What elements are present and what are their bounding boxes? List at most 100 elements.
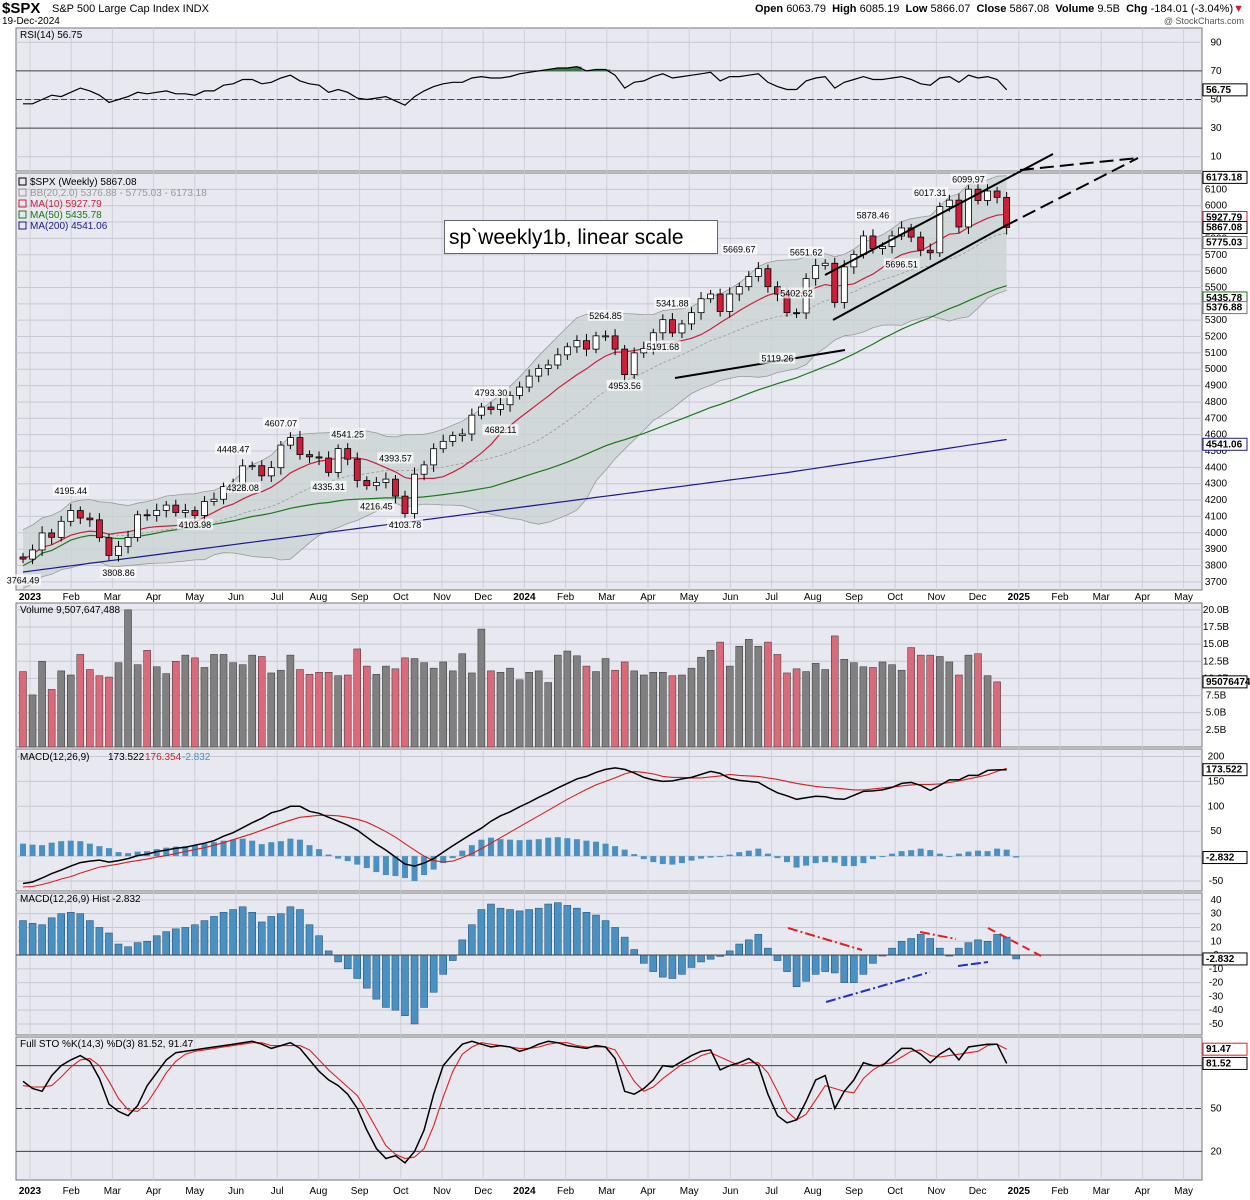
hist-bar bbox=[286, 906, 295, 956]
volume-bar-up bbox=[811, 663, 820, 748]
candle-up bbox=[267, 467, 275, 477]
price-label: 4607.07 bbox=[265, 418, 298, 428]
price-label-bg bbox=[52, 484, 89, 496]
candle-up bbox=[124, 537, 132, 547]
rsi-overbought-fill bbox=[591, 69, 601, 71]
hist-bar bbox=[601, 920, 610, 956]
candle-down bbox=[993, 190, 1001, 198]
macd-histogram-bar bbox=[306, 845, 313, 857]
x-axis-label: Apr bbox=[640, 592, 656, 603]
y-tick-label: 50 bbox=[1210, 826, 1222, 837]
hist-bar bbox=[649, 954, 658, 972]
candle-down bbox=[191, 510, 199, 516]
bottom-x-axis-label: Aug bbox=[310, 1186, 328, 1197]
x-axis-label: Mar bbox=[598, 592, 616, 603]
bottom-x-axis-label: Mar bbox=[598, 1186, 616, 1197]
volume-bar-up bbox=[210, 654, 218, 748]
volume-bar-up bbox=[219, 654, 228, 748]
macd-histogram-bar bbox=[382, 856, 389, 876]
watermark: @ StockCharts.com bbox=[1163, 16, 1244, 26]
candle-up bbox=[535, 368, 543, 377]
rsi-overbought-fill bbox=[553, 68, 563, 71]
hist-bar bbox=[582, 912, 591, 956]
x-axis-label: Aug bbox=[804, 592, 822, 603]
macd-histogram-bar bbox=[879, 856, 886, 858]
hist-bar bbox=[105, 932, 113, 956]
volume-bar-up bbox=[983, 675, 992, 748]
macd-histogram-bar bbox=[554, 837, 561, 857]
hist-bar bbox=[181, 927, 190, 956]
bottom-x-axis-label: Dec bbox=[969, 1186, 987, 1197]
rsi-value-tag-box bbox=[1202, 83, 1248, 97]
bottom-x-axis-label: Sep bbox=[351, 1186, 369, 1197]
candle-up bbox=[239, 465, 247, 485]
candle-down bbox=[315, 456, 323, 459]
y-tick-label: 5500 bbox=[1205, 282, 1228, 293]
volume-bar-down bbox=[343, 674, 352, 748]
price-label-bg bbox=[262, 417, 299, 429]
candle-up bbox=[372, 481, 380, 487]
macd-histogram-bar bbox=[125, 853, 132, 857]
price-value-tag: 5775.03 bbox=[1206, 237, 1243, 248]
y-tick-label: 150 bbox=[1208, 776, 1225, 787]
hist-bar bbox=[28, 923, 37, 956]
volume-bar-down bbox=[401, 657, 409, 748]
hist-bar bbox=[382, 954, 390, 1008]
bottom-x-axis-label: Feb bbox=[63, 1186, 81, 1197]
price-legend-item: BB(20,2.0) 5376.88 - 5775.03 - 6173.18 bbox=[30, 188, 207, 199]
macd-histogram-bar bbox=[984, 851, 991, 857]
candle-up bbox=[592, 335, 600, 350]
hist-bar bbox=[429, 954, 438, 993]
macd-histogram-bar bbox=[115, 852, 122, 857]
price-label-bg bbox=[778, 287, 815, 299]
hist-bar bbox=[19, 920, 27, 956]
candle-up bbox=[382, 478, 390, 483]
y-tick-label: -20 bbox=[1209, 978, 1224, 989]
volume-bar-up bbox=[114, 662, 123, 748]
volume-bar-down bbox=[353, 648, 361, 748]
volume-bar-up bbox=[152, 666, 161, 748]
price-legend-item: MA(10) 5927.79 bbox=[30, 199, 102, 210]
volume-bar-down bbox=[324, 672, 333, 748]
volume-bar-down bbox=[907, 647, 915, 748]
price-label-bg bbox=[387, 518, 423, 530]
macd-histogram-bar bbox=[296, 839, 303, 857]
volume-bar-down bbox=[869, 667, 877, 748]
macd-histogram-bar bbox=[105, 848, 112, 857]
volume-bar-up bbox=[697, 656, 705, 748]
price-label: 6017.31 bbox=[914, 188, 947, 198]
hist-bar bbox=[811, 954, 820, 975]
y-tick-label: 15.0B bbox=[1203, 639, 1229, 650]
volume-value-tag: 9507647488 bbox=[1206, 677, 1250, 688]
candle-up bbox=[67, 510, 75, 522]
hist-bar bbox=[238, 906, 247, 956]
macd-histogram-bar bbox=[564, 838, 571, 857]
volume-bar-down bbox=[620, 661, 629, 748]
sto-d-tag: 91.47 bbox=[1206, 1044, 1231, 1055]
macd-histogram-bar bbox=[994, 848, 1001, 857]
close-value: 5867.08 bbox=[1009, 3, 1050, 15]
volume-bar-down bbox=[792, 668, 801, 748]
macd-histogram-bar bbox=[736, 852, 743, 857]
x-axis-label: 2025 bbox=[1008, 592, 1031, 603]
macd-histogram-bar bbox=[803, 856, 810, 866]
hist-bar bbox=[258, 921, 266, 956]
macd-histogram-bar bbox=[325, 854, 332, 857]
y-tick-label: 3800 bbox=[1205, 560, 1228, 571]
price-legend-item: MA(50) 5435.78 bbox=[30, 210, 102, 221]
x-axis-label: Nov bbox=[928, 592, 946, 603]
candle-up bbox=[688, 312, 695, 325]
macd-value: 173.522 bbox=[108, 752, 145, 763]
volume-bar-up bbox=[133, 664, 142, 748]
y-tick-label: 6000 bbox=[1205, 201, 1228, 212]
volume-bar-up bbox=[67, 674, 75, 748]
macd-value-tag-box bbox=[1202, 763, 1248, 777]
volume-bar-up bbox=[964, 654, 973, 748]
y-tick-label: -40 bbox=[1209, 1005, 1224, 1016]
candle-down bbox=[19, 556, 27, 560]
candle-up bbox=[879, 246, 886, 249]
y-tick-label: 4600 bbox=[1205, 430, 1228, 441]
bottom-x-axis-label: Apr bbox=[640, 1186, 656, 1197]
macd-histogram-bar bbox=[602, 843, 609, 857]
candle-down bbox=[306, 454, 313, 458]
